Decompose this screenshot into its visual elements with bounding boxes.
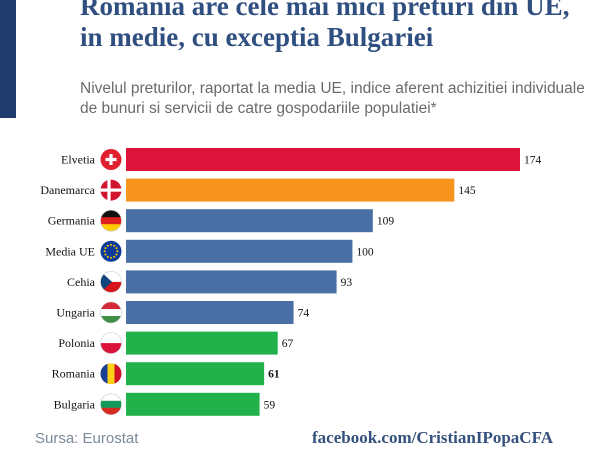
source-note: Sursa: Eurostat xyxy=(35,430,139,447)
category-label: Cehia xyxy=(67,275,96,289)
category-label: Bulgaria xyxy=(54,397,96,411)
eu-flag-icon xyxy=(100,240,122,262)
category-label: Danemarca xyxy=(40,183,95,197)
bar xyxy=(126,239,353,263)
value-label: 109 xyxy=(377,216,395,228)
value-label: 145 xyxy=(458,185,476,197)
category-label: Polonia xyxy=(58,336,95,350)
bulgaria-flag-icon xyxy=(100,393,122,416)
bar xyxy=(126,301,294,324)
value-label: 61 xyxy=(268,369,280,381)
switzerland-flag-icon xyxy=(100,149,122,170)
facebook-link[interactable]: facebook.com/CristianIPopaCFA xyxy=(312,428,553,447)
bar xyxy=(126,362,265,386)
value-label: 74 xyxy=(298,308,310,320)
denmark-flag-icon xyxy=(100,179,122,201)
value-label: 59 xyxy=(264,399,276,411)
bar xyxy=(126,178,455,202)
poland-flag-icon xyxy=(100,332,122,354)
title-accent-bar xyxy=(0,0,16,118)
category-label: Elvetia xyxy=(61,153,96,167)
category-label: Media UE xyxy=(45,244,95,258)
bar-chart: Elvetia 174 Danemarca 145 Germania 109 Media U… xyxy=(40,148,542,416)
hungary-flag-icon xyxy=(100,301,122,324)
bar xyxy=(126,148,520,171)
category-label: Ungaria xyxy=(56,306,95,320)
czechia-flag-icon xyxy=(100,271,122,293)
value-label: 100 xyxy=(356,246,374,258)
romania-flag-icon xyxy=(100,363,122,385)
germany-flag-icon xyxy=(100,209,122,232)
value-label: 93 xyxy=(341,277,353,289)
chart-title: Romania are cele mai mici preturi din UE… xyxy=(80,0,570,52)
bar xyxy=(126,392,260,416)
value-label: 174 xyxy=(524,155,542,167)
category-label: Romania xyxy=(52,367,96,381)
chart-subtitle: Nivelul preturilor, raportat la media UE… xyxy=(80,80,585,117)
bar xyxy=(126,209,373,233)
bar xyxy=(126,270,337,294)
value-label: 67 xyxy=(282,338,294,350)
category-label: Germania xyxy=(48,214,96,228)
bar xyxy=(126,331,278,355)
